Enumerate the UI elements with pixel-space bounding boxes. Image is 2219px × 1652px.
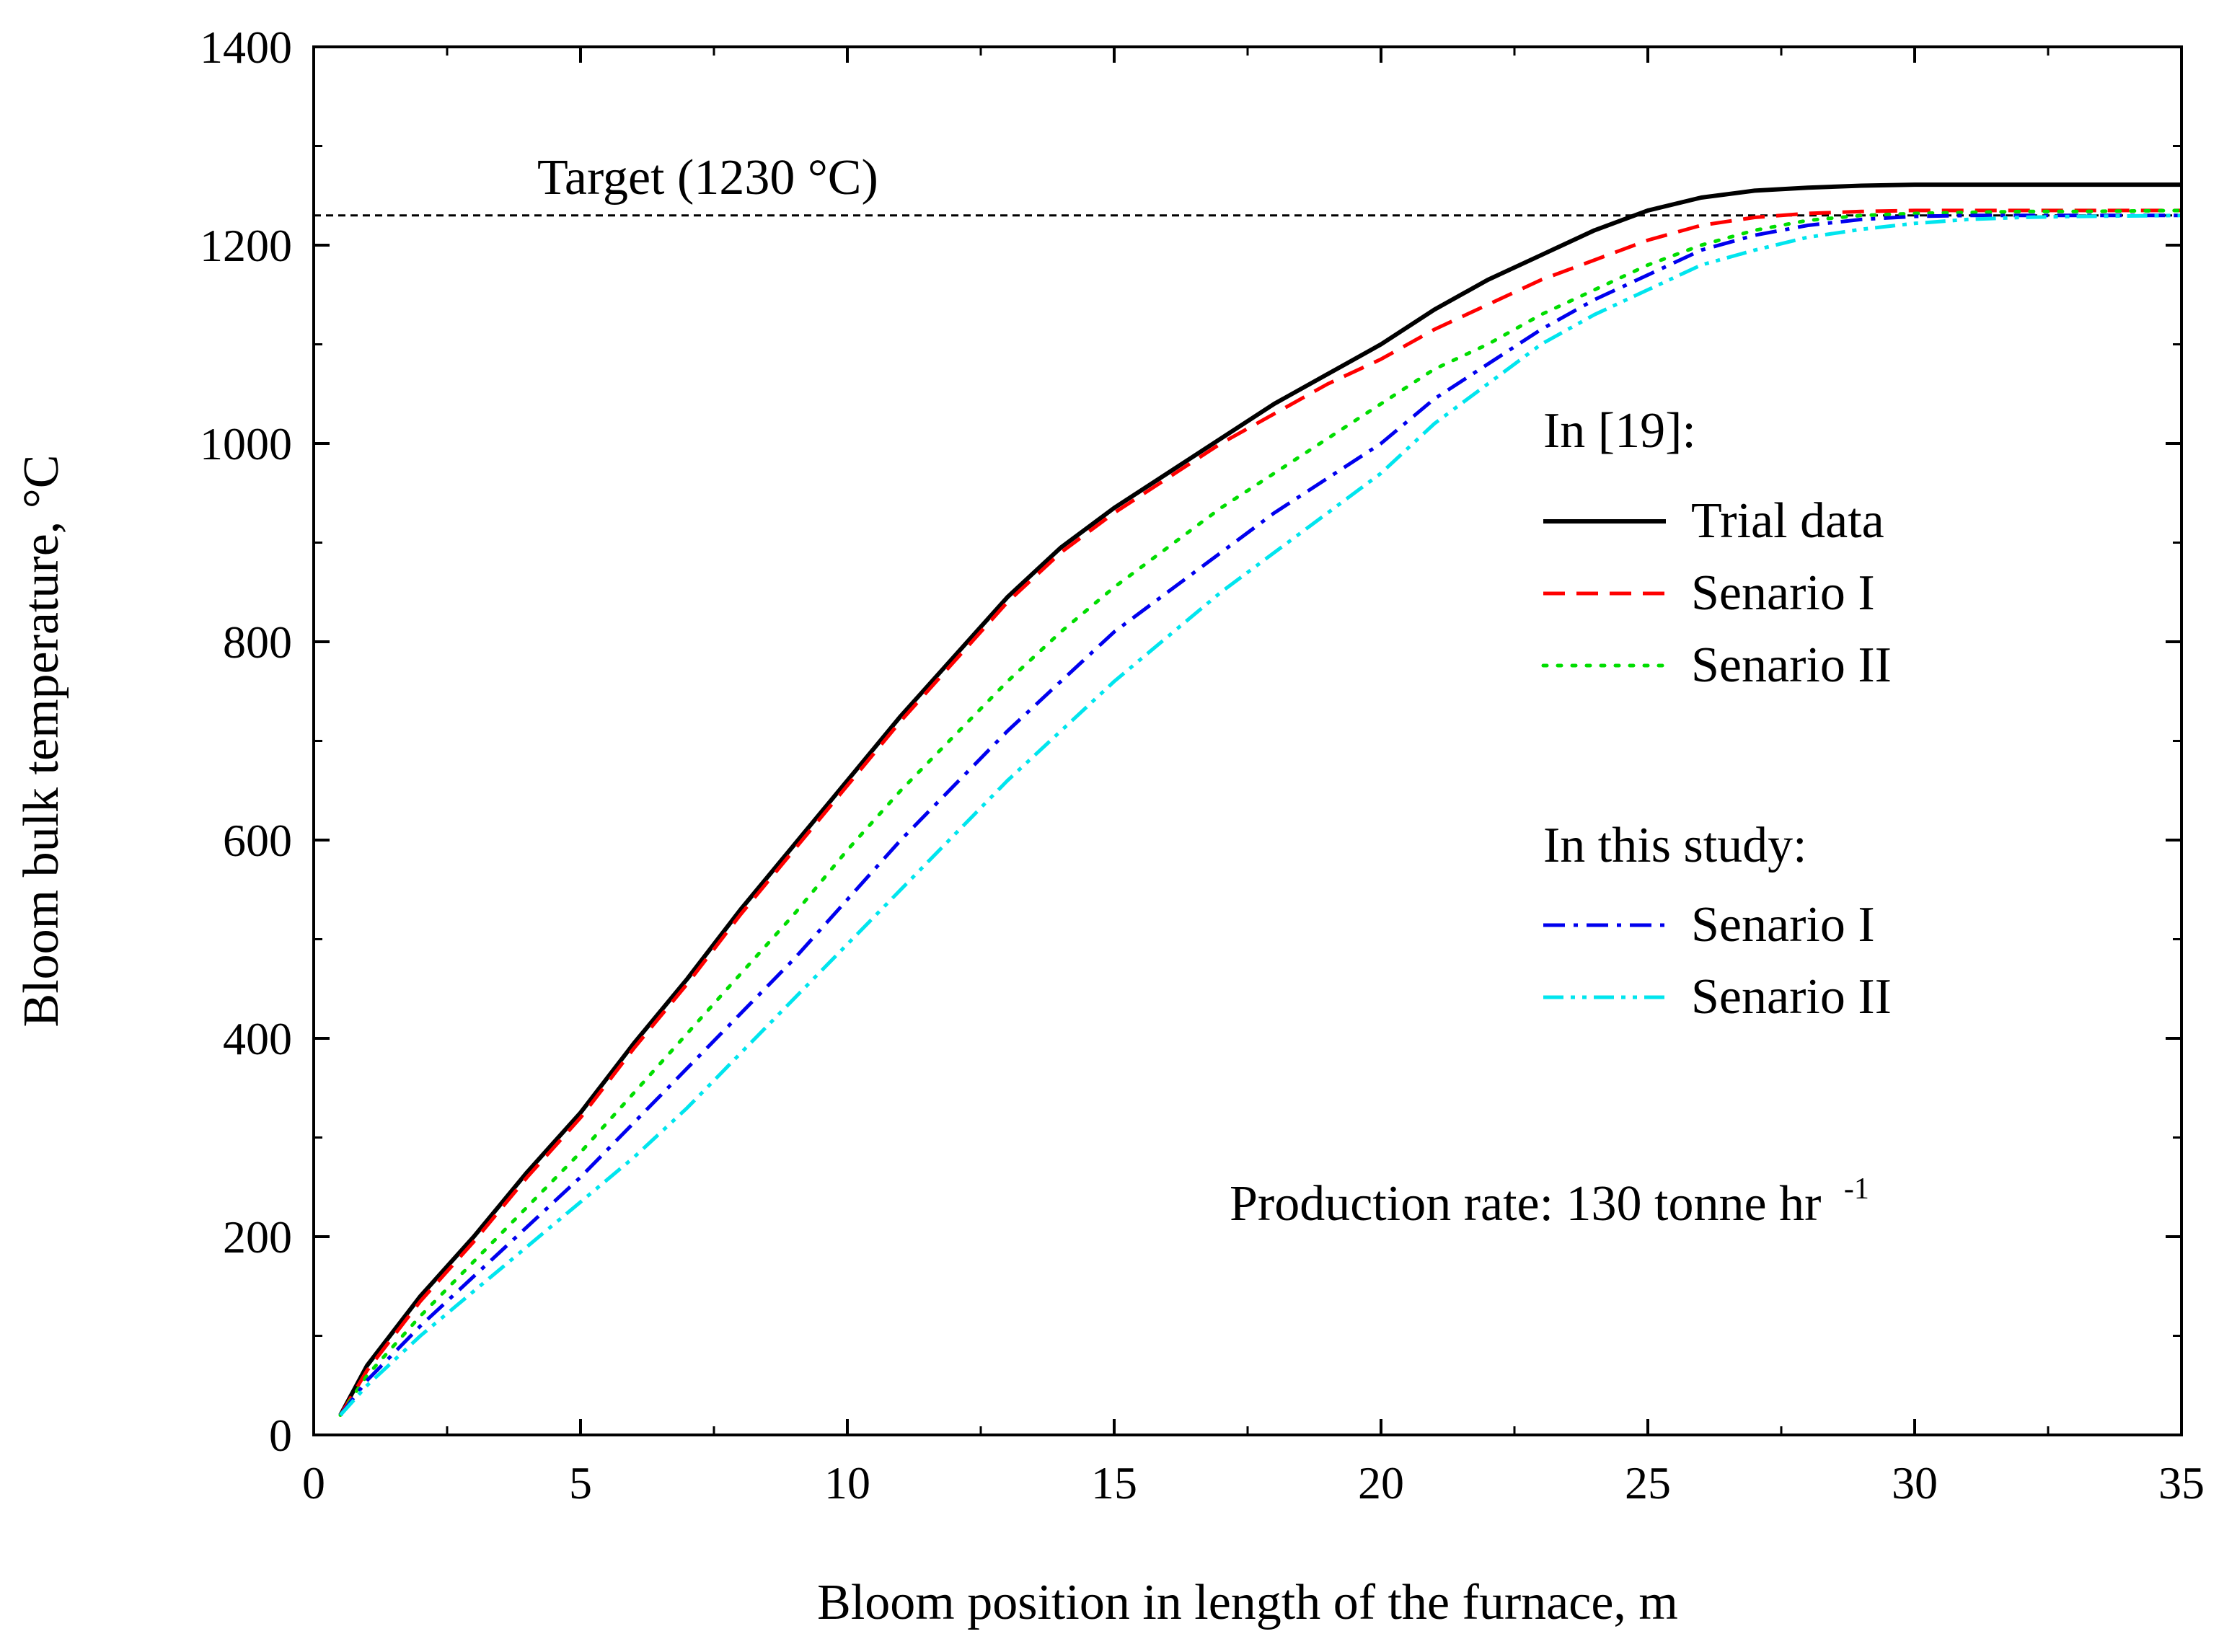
series-line-2 [338, 208, 2181, 1416]
x-tick-label: 35 [2158, 1457, 2205, 1509]
legend-entry-label: Senario I [1691, 565, 1875, 621]
production-rate-text: Production rate: 130 tonne hr [1230, 1176, 1821, 1232]
series-line-1 [338, 182, 2181, 1416]
x-tick-label: 30 [1892, 1457, 1938, 1509]
series-line-5 [339, 213, 2182, 1417]
production-rate-annotation: Production rate: 130 tonne hr -1 [1230, 1172, 1869, 1232]
legend-group-title: In this study: [1543, 818, 1807, 873]
x-axis-title: Bloom position in length of the furnace,… [817, 1575, 1678, 1630]
x-tick-label: 10 [824, 1457, 870, 1509]
tick-layer [312, 45, 2183, 1436]
target-label: Target (1230 °C) [537, 150, 878, 206]
legend-entry-label: Senario II [1691, 637, 1892, 693]
x-tick-label: 25 [1625, 1457, 1671, 1509]
y-tick-label: 600 [223, 815, 292, 866]
x-tick-label: 5 [569, 1457, 592, 1509]
x-tick-label: 0 [302, 1457, 325, 1509]
x-tick-label: 20 [1358, 1457, 1404, 1509]
legend-group-title: In [19]: [1543, 403, 1696, 459]
y-tick-label: 200 [223, 1211, 292, 1263]
y-tick-label: 1400 [200, 22, 292, 73]
legend-entry-label: Trial data [1691, 493, 1884, 549]
y-tick-label: 1000 [200, 418, 292, 469]
y-tick-label: 0 [269, 1410, 292, 1461]
legend-entry-label: Senario I [1691, 897, 1875, 953]
y-tick-label: 800 [223, 617, 292, 668]
tick-label-layer: 0 5 10 15 20 25 30 35 0 200 400 600 800 1000 1200 1400 [200, 22, 2205, 1509]
y-tick-label: 1200 [200, 220, 292, 271]
production-rate-superscript: -1 [1844, 1172, 1869, 1206]
legend-entry-label: Senario II [1691, 969, 1892, 1025]
series-line-4 [339, 213, 2181, 1417]
y-axis-title: Bloom bulk temperature, °C [14, 455, 69, 1028]
series-layer [338, 182, 2184, 1417]
series-line-3 [338, 208, 2184, 1417]
y-tick-label: 400 [223, 1013, 292, 1064]
x-tick-label: 15 [1091, 1457, 1137, 1509]
legend: In [19]: Trial data Senario I Senario II In … [1541, 403, 1892, 1025]
